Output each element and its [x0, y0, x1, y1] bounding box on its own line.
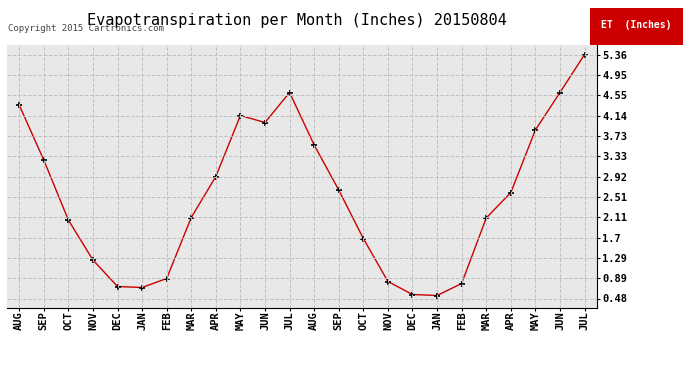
Text: ET  (Inches): ET (Inches) [601, 20, 671, 30]
Text: Evapotranspiration per Month (Inches) 20150804: Evapotranspiration per Month (Inches) 20… [87, 13, 506, 28]
Text: Copyright 2015 Cartronics.com: Copyright 2015 Cartronics.com [8, 24, 164, 33]
